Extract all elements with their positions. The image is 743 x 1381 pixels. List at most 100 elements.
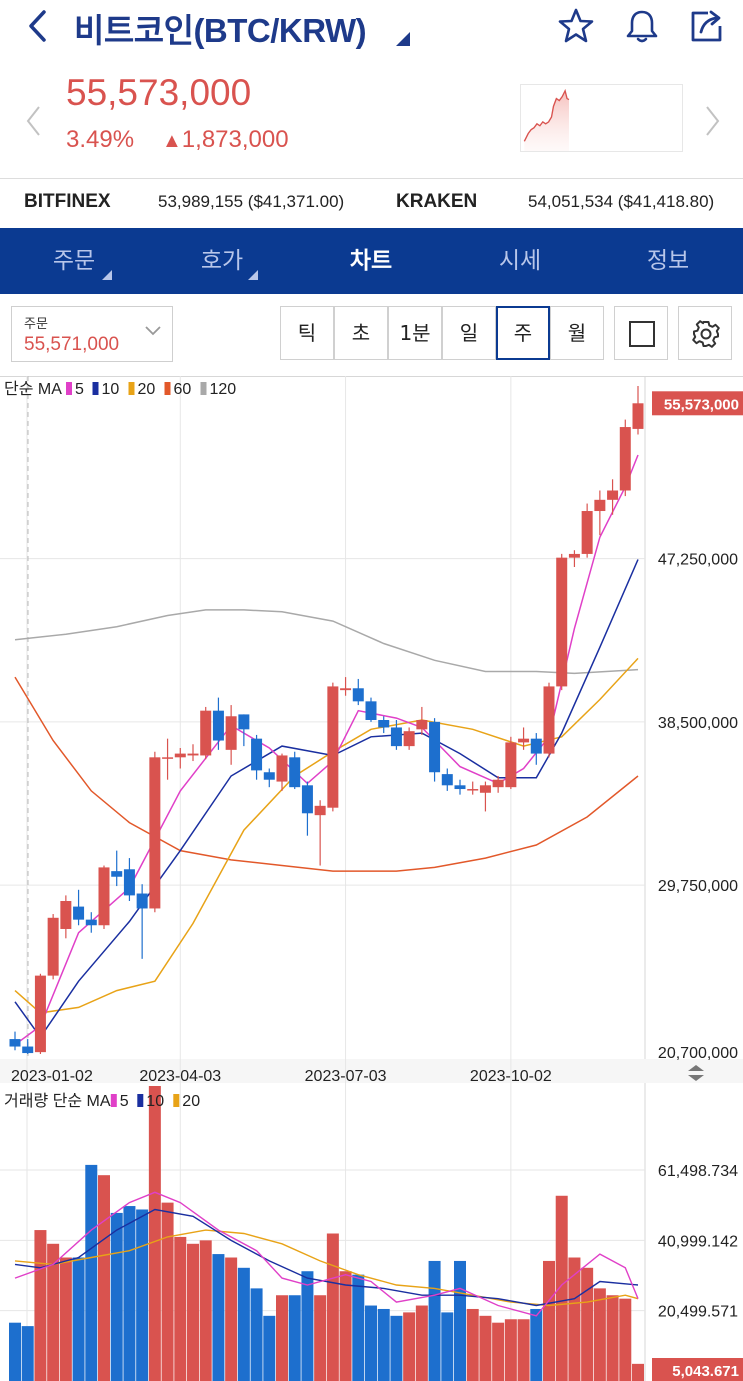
chevron-right-icon[interactable] bbox=[702, 104, 722, 138]
order-label: 주문 bbox=[24, 317, 48, 332]
candle-body bbox=[390, 727, 402, 747]
volume-tick-label: 61,498.734 bbox=[658, 1163, 738, 1180]
tab-order[interactable]: 주문 bbox=[0, 228, 148, 294]
price-legend-title: 단순 MA bbox=[4, 380, 62, 398]
volume-bar bbox=[288, 1295, 301, 1381]
last-price-label: 55,573,000 bbox=[664, 396, 739, 413]
back-icon[interactable] bbox=[22, 6, 56, 46]
volume-bar bbox=[9, 1322, 21, 1381]
resize-handle-icon bbox=[688, 1065, 704, 1081]
price-legend-swatch bbox=[128, 382, 135, 395]
period-month[interactable]: 월 bbox=[550, 306, 604, 360]
period-1min[interactable]: 1분 bbox=[388, 306, 442, 360]
candle-body bbox=[607, 490, 619, 500]
volume-bar bbox=[199, 1240, 212, 1381]
volume-tick-label: 40,999.142 bbox=[658, 1233, 738, 1250]
price-legend-label: 120 bbox=[210, 381, 237, 398]
candle bbox=[98, 865, 110, 929]
candle-body bbox=[225, 716, 237, 750]
volume-bar bbox=[581, 1267, 594, 1381]
candle bbox=[225, 705, 237, 765]
exchange-name: BITFINEX bbox=[24, 191, 111, 212]
volume-bar bbox=[34, 1230, 47, 1381]
bell-icon[interactable] bbox=[622, 6, 662, 46]
price-tick-label: 20,700,000 bbox=[658, 1045, 738, 1062]
candle-body bbox=[289, 757, 301, 788]
candle bbox=[543, 682, 555, 758]
candle-body bbox=[479, 785, 491, 793]
candle bbox=[632, 386, 644, 435]
volume-legend-title: 거래량 단순 MA bbox=[4, 1092, 111, 1110]
candle bbox=[136, 884, 148, 959]
candle bbox=[416, 706, 428, 735]
volume-bar bbox=[543, 1260, 555, 1381]
candle-body bbox=[441, 774, 453, 786]
candle-body bbox=[365, 701, 377, 720]
period-week[interactable]: 주 bbox=[496, 306, 550, 360]
volume-bar bbox=[428, 1260, 441, 1381]
candle bbox=[556, 553, 568, 691]
star-icon[interactable] bbox=[556, 6, 596, 46]
candle bbox=[22, 1039, 34, 1054]
tab-chart[interactable]: 차트 bbox=[297, 228, 445, 294]
volume-legend-swatch bbox=[137, 1094, 144, 1107]
candle bbox=[289, 751, 301, 790]
candle-body bbox=[518, 738, 530, 743]
tab-label: 시세 bbox=[498, 248, 542, 274]
volume-bar bbox=[59, 1257, 72, 1381]
tab-orderbook[interactable]: 호가 bbox=[148, 228, 296, 294]
tab-label: 차트 bbox=[349, 248, 393, 274]
candle bbox=[530, 733, 542, 765]
candle-body bbox=[47, 917, 59, 976]
price-ma5-line bbox=[14, 454, 639, 1046]
chevron-left-icon[interactable] bbox=[24, 104, 44, 138]
candle bbox=[518, 727, 530, 750]
gear-icon bbox=[692, 320, 720, 348]
share-icon[interactable] bbox=[686, 6, 726, 46]
fullscreen-button[interactable] bbox=[614, 306, 668, 360]
candle-body bbox=[568, 553, 580, 558]
volume-bar bbox=[225, 1257, 238, 1381]
volume-bar bbox=[454, 1260, 466, 1381]
last-price-badge bbox=[652, 391, 743, 416]
candle bbox=[619, 419, 631, 497]
volume-bar bbox=[479, 1315, 492, 1381]
settings-button[interactable] bbox=[678, 306, 732, 360]
order-price-select[interactable]: 주문 55,571,000 bbox=[11, 306, 173, 362]
volume-bar bbox=[136, 1209, 149, 1381]
square-icon bbox=[629, 321, 655, 347]
candle-body bbox=[98, 867, 110, 926]
exchange-name: KRAKEN bbox=[396, 191, 478, 212]
volume-bar bbox=[72, 1257, 85, 1381]
candle bbox=[251, 734, 263, 780]
time-tick-label: 2023-01-02 bbox=[11, 1068, 93, 1085]
candle bbox=[581, 503, 593, 558]
page-title[interactable]: 비트코인(BTC/KRW) bbox=[74, 12, 367, 49]
tab-market[interactable]: 시세 bbox=[446, 228, 594, 294]
volume-bar bbox=[161, 1202, 174, 1381]
volume-bar bbox=[492, 1322, 505, 1381]
price-chart[interactable]: 47,250,000 38,500,000 29,750,000 20,700,000… bbox=[0, 376, 743, 1381]
candle bbox=[34, 973, 46, 1054]
volume-bar bbox=[365, 1305, 377, 1381]
volume-ma10-line bbox=[14, 1208, 639, 1307]
period-day[interactable]: 일 bbox=[442, 306, 496, 360]
caret-down-icon[interactable] bbox=[396, 32, 410, 46]
candle bbox=[111, 850, 123, 887]
tab-info[interactable]: 정보 bbox=[594, 228, 742, 294]
sparkline-chart[interactable] bbox=[520, 84, 683, 152]
app-header: 비트코인(BTC/KRW) bbox=[0, 0, 743, 56]
price-legend-swatch bbox=[66, 382, 72, 395]
period-tick[interactable]: 틱 bbox=[280, 306, 334, 360]
candle bbox=[340, 677, 352, 696]
period-second[interactable]: 초 bbox=[334, 306, 388, 360]
menu-triangle-icon bbox=[102, 270, 112, 280]
order-value: 55,571,000 bbox=[24, 334, 120, 355]
volume-moving-averages bbox=[14, 1191, 639, 1317]
volume-bar bbox=[123, 1206, 136, 1381]
volume-bar bbox=[314, 1295, 327, 1381]
candle-body bbox=[60, 900, 72, 929]
chart-axes: 47,250,000 38,500,000 29,750,000 20,700,000… bbox=[11, 391, 743, 1381]
candle-body bbox=[9, 1039, 21, 1047]
candle bbox=[301, 781, 313, 836]
